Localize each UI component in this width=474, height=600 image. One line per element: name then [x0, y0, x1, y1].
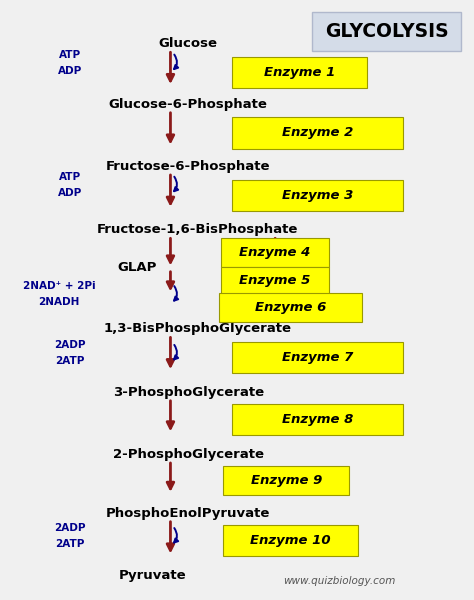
FancyBboxPatch shape [232, 57, 367, 88]
Text: ATP: ATP [59, 172, 81, 182]
Text: Enzyme 2: Enzyme 2 [282, 127, 353, 139]
Text: Pyruvate: Pyruvate [119, 569, 186, 582]
FancyBboxPatch shape [221, 267, 329, 293]
Text: ATP: ATP [59, 50, 81, 59]
Text: 2ADP: 2ADP [55, 523, 86, 533]
Text: DHAP: DHAP [254, 261, 296, 274]
Text: Glucose: Glucose [159, 37, 218, 50]
Text: Glucose-6-Phosphate: Glucose-6-Phosphate [109, 98, 268, 110]
Text: 2ATP: 2ATP [55, 539, 85, 549]
FancyBboxPatch shape [232, 404, 402, 436]
FancyBboxPatch shape [221, 238, 329, 267]
Text: 2-PhosphoGlycerate: 2-PhosphoGlycerate [113, 448, 264, 461]
Text: Enzyme 7: Enzyme 7 [282, 351, 353, 364]
Text: www.quizbiology.com: www.quizbiology.com [283, 576, 396, 586]
Text: 2NADH: 2NADH [38, 298, 80, 307]
Text: 3-PhosphoGlycerate: 3-PhosphoGlycerate [113, 386, 264, 398]
Text: Enzyme 4: Enzyme 4 [239, 246, 311, 259]
Text: 2ATP: 2ATP [55, 356, 85, 366]
Text: Enzyme 5: Enzyme 5 [239, 274, 311, 287]
Text: GLAP: GLAP [118, 261, 157, 274]
Text: GLYCOLYSIS: GLYCOLYSIS [325, 22, 448, 41]
Text: 2ADP: 2ADP [55, 340, 86, 350]
FancyBboxPatch shape [232, 179, 402, 211]
Text: Enzyme 8: Enzyme 8 [282, 413, 353, 427]
FancyBboxPatch shape [232, 342, 402, 373]
Text: Enzyme 10: Enzyme 10 [250, 534, 331, 547]
FancyBboxPatch shape [223, 525, 358, 556]
FancyBboxPatch shape [223, 466, 349, 495]
Text: Enzyme 9: Enzyme 9 [251, 475, 322, 487]
Text: Enzyme 3: Enzyme 3 [282, 188, 353, 202]
Text: Fructose-1,6-BisPhosphate: Fructose-1,6-BisPhosphate [97, 223, 298, 236]
Text: 1,3-BisPhosphoGlycerate: 1,3-BisPhosphoGlycerate [103, 322, 291, 335]
Text: ADP: ADP [58, 188, 82, 198]
FancyBboxPatch shape [232, 118, 402, 149]
FancyBboxPatch shape [219, 293, 363, 322]
FancyBboxPatch shape [312, 12, 461, 51]
Text: Enzyme 1: Enzyme 1 [264, 66, 335, 79]
Text: Enzyme 6: Enzyme 6 [255, 301, 327, 314]
Text: ADP: ADP [58, 66, 82, 76]
Text: 2NAD⁺ + 2Pi: 2NAD⁺ + 2Pi [23, 281, 95, 291]
Text: Fructose-6-Phosphate: Fructose-6-Phosphate [106, 160, 271, 173]
Text: PhosphoEnolPyruvate: PhosphoEnolPyruvate [106, 506, 271, 520]
